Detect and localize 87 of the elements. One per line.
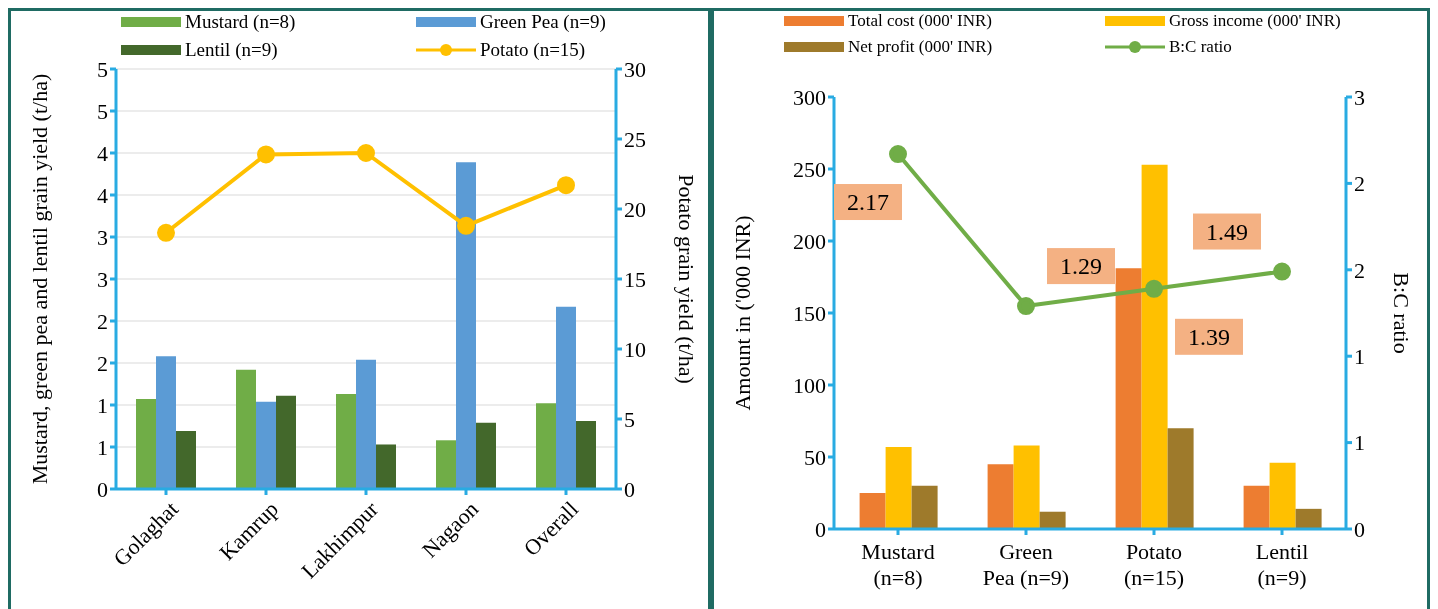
y-tick-label: 1 [97, 434, 108, 460]
bar [1167, 428, 1194, 529]
bar [256, 401, 276, 489]
bar [536, 403, 556, 489]
bar [1013, 445, 1040, 529]
y-tick-label: 50 [804, 444, 827, 470]
point [1145, 279, 1164, 298]
legend-label: Net profit (000' INR) [848, 37, 993, 57]
data-label: 1.29 [1060, 253, 1103, 280]
bar [476, 422, 496, 489]
bar [156, 356, 176, 489]
y-tick-label: 250 [793, 156, 827, 182]
y-tick-label: 5 [97, 98, 108, 124]
bar [911, 485, 938, 529]
y-tick-label: 300 [793, 84, 827, 110]
y2-tick-label: 0 [624, 476, 635, 502]
y-tick-label: 3 [97, 266, 108, 292]
bar [276, 395, 296, 489]
data-label: 2.17 [847, 189, 890, 216]
y2-tick-label: 5 [624, 406, 635, 432]
bar [556, 306, 576, 489]
y2-tick-label: 2 [1354, 171, 1366, 197]
y-tick-label: 1 [97, 392, 108, 418]
y-tick-label: 100 [793, 372, 827, 398]
legend-label: Potato (n=15) [480, 39, 586, 61]
bar [336, 394, 356, 489]
y2-tick-label: 0 [1354, 516, 1366, 542]
y-tick-label: 200 [793, 228, 827, 254]
legend-label: Total cost (000' INR) [848, 11, 993, 31]
point [557, 176, 575, 195]
bar [136, 399, 156, 489]
bar [1243, 485, 1270, 529]
y-tick-label: 0 [97, 476, 108, 502]
point [157, 223, 175, 242]
y2-tick-label: 10 [624, 336, 646, 362]
point [1273, 262, 1292, 281]
y-tick-label: 150 [793, 300, 827, 326]
bar [376, 444, 396, 489]
bar [356, 359, 376, 489]
bar [859, 493, 886, 529]
x-tick-label: Green Pea (n=9) [982, 539, 1070, 590]
point [1017, 297, 1036, 316]
bar [1269, 462, 1296, 529]
legend-label: Gross income (000' INR) [1169, 11, 1341, 31]
bar [436, 440, 456, 489]
y2-tick-label: 15 [624, 266, 646, 292]
y-tick-label: 0 [815, 516, 827, 542]
bar [456, 162, 476, 489]
point [889, 145, 908, 164]
y2-tick-label: 3 [1354, 84, 1366, 110]
y-tick-label: 2 [97, 350, 108, 376]
point [257, 145, 275, 164]
y2-tick-label: 30 [624, 56, 646, 82]
y-axis-title: Mustard, green pea and lentil grain yield (t/ha) [26, 73, 52, 485]
y-tick-label: 4 [97, 140, 108, 166]
legend-label: Lentil (n=9) [185, 39, 278, 61]
y2-axis-title: B:C ratio [1389, 272, 1415, 354]
data-label: 1.39 [1188, 323, 1231, 350]
x-tick-label: Potato (n=15) [1124, 539, 1185, 590]
y2-tick-label: 2 [1354, 257, 1366, 283]
y2-tick-label: 20 [624, 196, 646, 222]
x-tick-label: Lentil (n=9) [1255, 539, 1309, 590]
bar [1141, 164, 1168, 529]
y2-axis-title: Potato grain yield (t/ha) [674, 174, 700, 384]
legend-label: Green Pea (n=9) [480, 11, 606, 33]
bar [1039, 511, 1066, 529]
y-tick-label: 4 [97, 182, 108, 208]
y-tick-label: 5 [97, 56, 108, 82]
y2-tick-label: 1 [1354, 344, 1366, 370]
bar [987, 464, 1014, 529]
bar [1295, 508, 1322, 529]
data-label: 1.49 [1206, 218, 1249, 245]
y2-tick-label: 1 [1354, 430, 1366, 456]
y2-tick-label: 25 [624, 126, 646, 152]
x-tick-label: Mustard (n=8) [861, 539, 935, 590]
bar [576, 420, 596, 489]
legend-label: Mustard (n=8) [185, 11, 296, 33]
bar [885, 446, 912, 529]
bar [1115, 268, 1142, 529]
point [357, 144, 375, 162]
legend-label: B:C ratio [1169, 37, 1232, 57]
y-axis-title: Amount in ('000 INR) [729, 215, 755, 411]
point [457, 216, 475, 235]
y-tick-label: 2 [97, 308, 108, 334]
y-tick-label: 3 [97, 224, 108, 250]
bar [176, 431, 196, 489]
bar [236, 369, 256, 489]
